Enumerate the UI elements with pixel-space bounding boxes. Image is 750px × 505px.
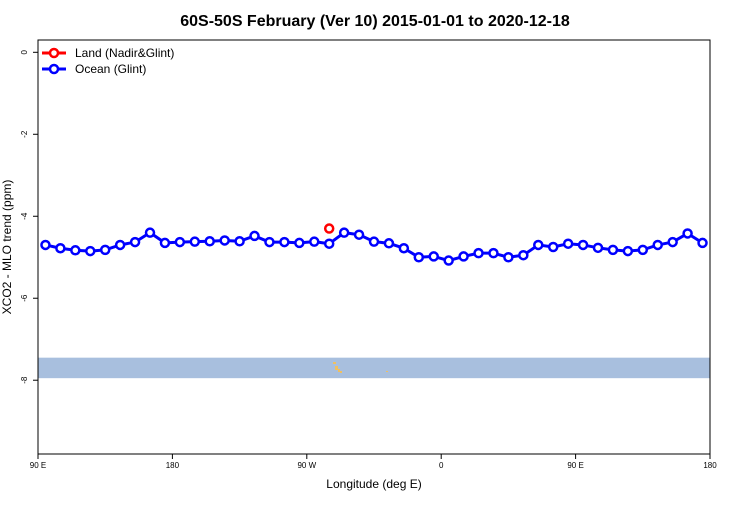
data-point	[309, 236, 320, 247]
data-point	[234, 236, 245, 247]
data-point	[294, 237, 305, 249]
data-point	[99, 244, 111, 256]
data-point	[144, 227, 156, 238]
data-point	[383, 238, 395, 249]
legend-ocean-marker	[48, 63, 60, 75]
data-point	[428, 251, 439, 262]
land-fragment	[333, 362, 336, 364]
x-tick-label: 180	[166, 461, 180, 470]
data-point	[622, 245, 634, 257]
plot-frame	[37, 39, 711, 455]
data-point	[697, 237, 708, 249]
map-band	[38, 357, 710, 379]
data-point	[503, 251, 514, 263]
map-land	[333, 362, 388, 373]
y-tick-label: -6	[20, 294, 29, 302]
land-fragment	[386, 371, 388, 372]
data-point	[518, 249, 529, 261]
data-point	[667, 236, 678, 248]
y-tick-label: 0	[20, 50, 29, 55]
data-point	[413, 251, 425, 263]
data-point	[577, 239, 589, 251]
data-point	[443, 255, 454, 266]
data-point	[338, 227, 350, 238]
data-point	[249, 230, 260, 242]
data-point	[189, 236, 201, 247]
data-point	[547, 241, 559, 253]
legend-ocean-label: Ocean (Glint)	[75, 62, 146, 76]
data-point	[473, 247, 484, 259]
data-point	[40, 239, 51, 251]
x-axis: 90 E 180 90 W 0 90 E 180	[30, 454, 717, 470]
data-point	[398, 242, 410, 254]
y-tick-label: -2	[20, 130, 29, 138]
data-point	[323, 223, 335, 234]
x-tick-label: 90 E	[567, 461, 583, 470]
y-axis-label: XCO2 - MLO trend (ppm)	[0, 180, 14, 315]
data-point	[55, 242, 66, 254]
data-point	[682, 228, 693, 239]
land-fragment	[340, 371, 342, 373]
data-point	[174, 236, 186, 248]
land-fragment	[338, 369, 340, 372]
x-tick-label: 180	[703, 461, 717, 470]
legend-land-label: Land (Nadir&Glint)	[75, 46, 174, 60]
data-point	[637, 244, 649, 256]
chart-title: 60S-50S February (Ver 10) 2015-01-01 to …	[180, 13, 570, 30]
data-point	[652, 239, 663, 251]
data-point	[279, 236, 290, 248]
series-layer	[40, 223, 708, 266]
data-point	[458, 251, 469, 262]
y-axis: 0 -2 -4 -6 -8	[20, 50, 38, 384]
legend: Land (Nadir&Glint) Ocean (Glint)	[42, 46, 174, 76]
data-point	[204, 236, 215, 247]
data-point	[114, 239, 126, 251]
data-point	[70, 245, 81, 256]
data-point	[562, 238, 574, 249]
y-tick-label: -8	[20, 376, 29, 384]
data-point	[368, 236, 380, 247]
data-point	[219, 235, 230, 246]
y-tick-label: -4	[20, 212, 29, 220]
data-point	[129, 236, 141, 248]
data-point	[533, 239, 544, 251]
legend-land-marker	[48, 47, 60, 59]
data-point	[323, 238, 335, 249]
x-axis-label: Longitude (deg E)	[326, 477, 421, 491]
data-point	[264, 236, 275, 248]
data-point	[607, 244, 619, 256]
x-tick-label: 0	[439, 461, 444, 470]
data-point	[159, 237, 171, 249]
data-point	[353, 229, 365, 240]
x-tick-label: 90 E	[30, 461, 46, 470]
land-fragment	[335, 366, 338, 370]
x-tick-label: 90 W	[297, 461, 316, 470]
data-point	[85, 245, 96, 257]
data-point	[592, 242, 604, 254]
data-point	[488, 247, 499, 259]
